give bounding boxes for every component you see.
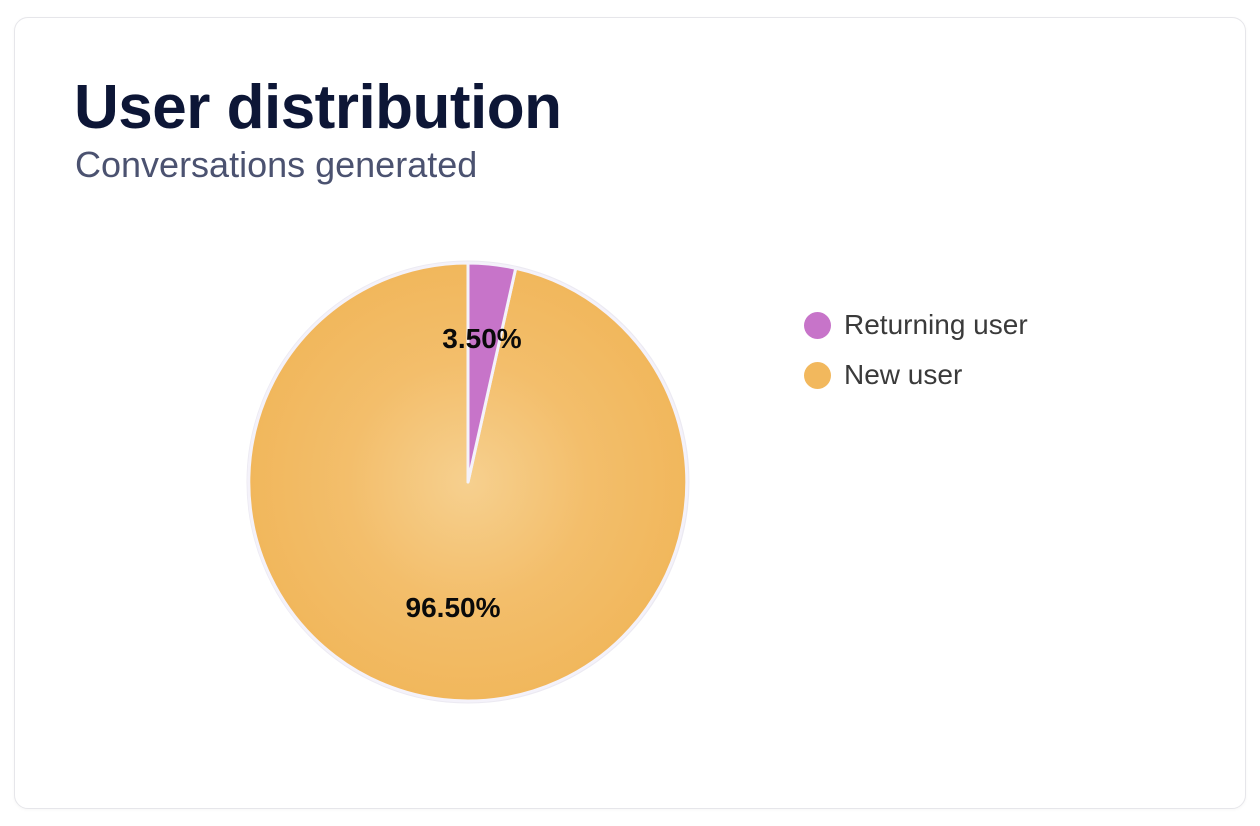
slice-label-returning: 3.50% [442,323,521,354]
legend-label: New user [844,359,963,390]
chart-title: User distribution [74,73,562,142]
legend-item-returning-user[interactable]: Returning user [804,300,1028,350]
chart-legend: Returning user New user [804,300,1028,400]
legend-item-new-user[interactable]: New user [804,350,1028,400]
legend-label: Returning user [844,309,1028,340]
legend-dot-icon [804,311,831,339]
pie-slice-returning-user[interactable] [466,261,518,484]
legend-dot-icon [804,361,831,389]
chart-subtitle: Conversations generated [75,144,478,185]
slice-label-new: 96.50% [406,592,501,623]
